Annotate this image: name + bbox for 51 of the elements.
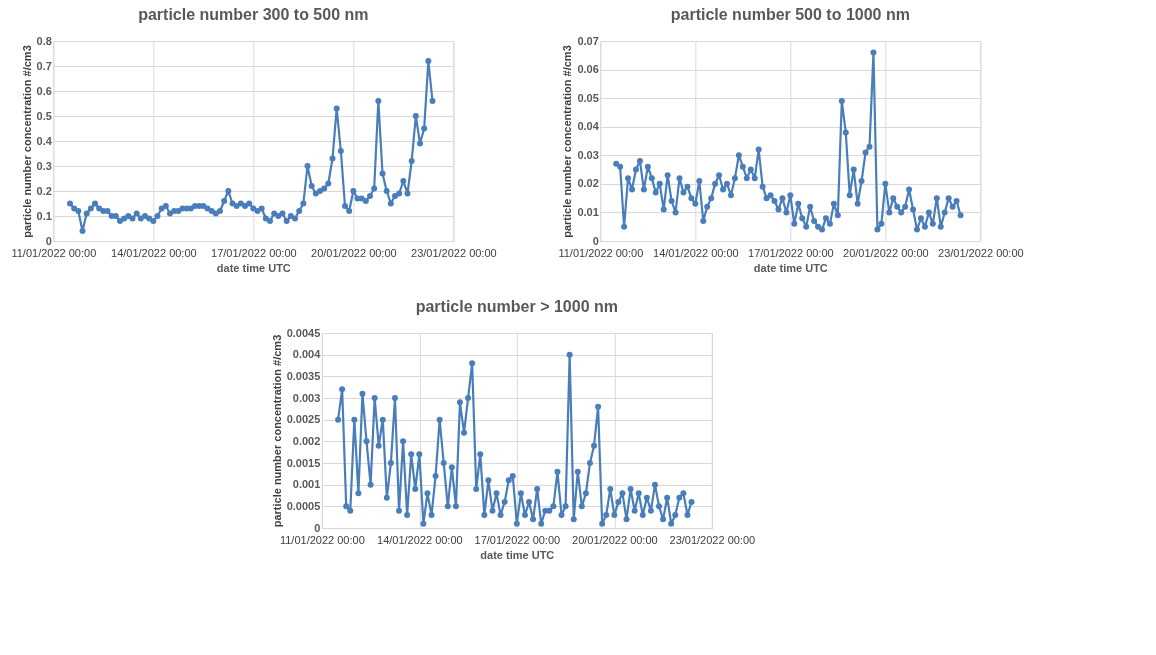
x-tick-label: 20/01/2022 00:00 [843,246,929,259]
x-axis-title: date time UTC [753,261,828,274]
y-tick-label: 0 [45,234,52,247]
y-tick-label: 0 [592,234,599,247]
y-tick-label: 0.8 [36,34,52,47]
y-tick-label: 0.04 [577,120,600,133]
y-tick-label: 0.0025 [286,413,321,426]
y-tick-label: 0.07 [577,34,599,47]
y-tick-label: 0.004 [292,348,322,361]
x-tick-label: 20/01/2022 00:00 [311,246,397,259]
y-tick-label: 0.0045 [286,326,321,339]
x-tick-label: 20/01/2022 00:00 [572,533,658,546]
y-tick-label: 0.0035 [286,369,321,382]
chart-title: particle number 300 to 500 nm [138,6,369,23]
y-tick-label: 0.001 [292,478,321,491]
y-axis-title: particle number concentration #/cm3 [561,45,574,238]
x-tick-label: 11/01/2022 00:00 [558,246,644,259]
y-tick-label: 0.1 [36,209,52,222]
x-tick-label: 14/01/2022 00:00 [377,533,463,546]
x-tick-label: 23/01/2022 00:00 [669,533,756,546]
x-tick-label: 11/01/2022 00:00 [279,533,365,546]
chart-title: particle number > 1000 nm [415,298,618,315]
y-tick-label: 0.01 [577,205,599,218]
chart-title: particle number 500 to 1000 nm [670,6,910,23]
y-tick-label: 0.6 [36,84,52,97]
x-tick-label: 14/01/2022 00:00 [111,246,197,259]
y-tick-label: 0.03 [577,148,599,161]
y-tick-label: 0.0015 [286,456,321,469]
x-tick-label: 17/01/2022 00:00 [211,246,297,259]
x-tick-label: 11/01/2022 00:00 [11,246,97,259]
x-tick-label: 14/01/2022 00:00 [653,246,739,259]
x-axis-title: date time UTC [216,261,291,274]
y-tick-label: 0 [314,521,321,534]
y-tick-label: 0.002 [292,434,321,447]
y-tick-label: 0.02 [577,177,599,190]
y-tick-label: 0.4 [36,134,53,147]
y-tick-label: 0.05 [577,91,599,104]
x-tick-label: 17/01/2022 00:00 [474,533,561,546]
x-tick-label: 23/01/2022 00:00 [411,246,497,259]
y-tick-label: 0.2 [36,184,52,197]
y-tick-label: 0.003 [292,391,321,404]
y-axis-title: particle number concentration #/cm3 [20,45,33,238]
x-tick-label: 23/01/2022 00:00 [938,246,1024,259]
y-tick-label: 0.7 [36,59,52,72]
y-tick-label: 0.06 [577,63,599,76]
x-tick-label: 17/01/2022 00:00 [748,246,834,259]
y-axis-title: particle number concentration #/cm3 [270,334,283,528]
x-axis-title: date time UTC [480,548,555,561]
y-tick-label: 0.0005 [286,499,321,512]
y-tick-label: 0.3 [36,159,52,172]
y-tick-label: 0.5 [36,109,52,122]
